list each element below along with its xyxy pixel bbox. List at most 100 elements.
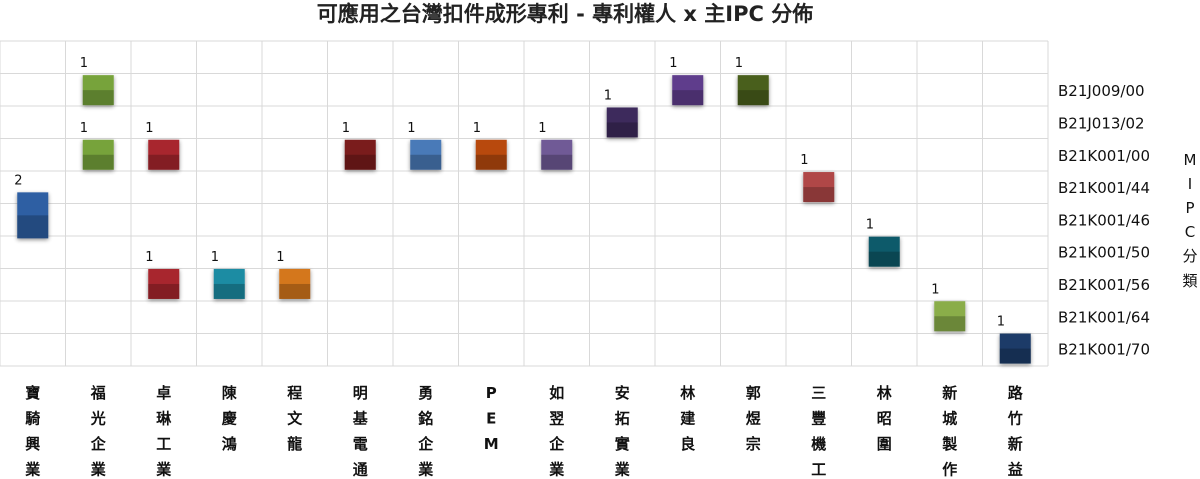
marker-shade bbox=[868, 251, 900, 267]
data-marker: 1 bbox=[931, 282, 966, 332]
data-label: 1 bbox=[931, 282, 939, 297]
data-label: 1 bbox=[145, 250, 153, 265]
x-tick-label: 安拓實業 bbox=[614, 384, 631, 479]
x-tick-label: 林昭圍 bbox=[877, 384, 893, 453]
data-marker: 1 bbox=[342, 121, 376, 170]
marker-box bbox=[148, 268, 180, 299]
marker-box bbox=[148, 139, 180, 170]
marker-shade bbox=[475, 154, 507, 170]
grid bbox=[0, 40, 1049, 367]
y-tick-label: B21K001/70 bbox=[1058, 341, 1150, 359]
marker-shade bbox=[410, 154, 442, 170]
marker-shade bbox=[672, 90, 704, 106]
data-marker: 1 bbox=[80, 121, 114, 170]
data-marker: 2 bbox=[14, 173, 49, 239]
x-tick-label: 新城製作 bbox=[941, 384, 957, 479]
marker-shade bbox=[606, 122, 638, 138]
marker-box bbox=[279, 268, 311, 299]
marker-box bbox=[82, 75, 114, 106]
y-tick-label: B21K001/50 bbox=[1058, 244, 1150, 262]
x-tick-label: 明基電通 bbox=[352, 384, 369, 479]
data-marker: 1 bbox=[276, 250, 311, 299]
marker-box bbox=[934, 301, 966, 332]
data-label: 1 bbox=[342, 121, 350, 136]
data-marker: 1 bbox=[997, 315, 1031, 364]
marker-box bbox=[606, 107, 638, 138]
x-tick-label: 郭煜宗 bbox=[746, 384, 761, 453]
marker-shade bbox=[17, 215, 49, 239]
data-label: 1 bbox=[276, 250, 284, 265]
data-marker: 1 bbox=[800, 153, 835, 203]
marker-box bbox=[999, 333, 1031, 364]
y-axis-label: M I P C 分類 bbox=[1182, 151, 1197, 290]
data-marker: 1 bbox=[669, 56, 704, 106]
data-marker: 1 bbox=[604, 88, 638, 138]
data-marker: 1 bbox=[80, 56, 114, 106]
data-label: 1 bbox=[473, 121, 481, 136]
x-axis-ticks: 寶騎興業 福光企業 卓琳工業 陳慶鴻 程文龍 明基電通 勇銘企業 P E M 如翌企業 安拓實業 林建良… bbox=[24, 384, 1024, 479]
y-tick-label: B21K001/46 bbox=[1058, 211, 1150, 229]
data-label: 1 bbox=[80, 56, 88, 71]
data-marker: 1 bbox=[473, 121, 507, 170]
marker-box bbox=[541, 139, 573, 170]
x-tick-label: 勇銘企業 bbox=[417, 384, 434, 479]
x-tick-label: 如翌企業 bbox=[548, 384, 565, 479]
marker-box bbox=[737, 75, 769, 106]
x-tick-label: 卓琳工業 bbox=[155, 384, 172, 479]
x-tick-label: 陳慶鴻 bbox=[222, 384, 238, 453]
marker-shade bbox=[82, 154, 114, 170]
data-label: 1 bbox=[997, 315, 1005, 330]
y-tick-label: B21K001/64 bbox=[1058, 308, 1150, 326]
data-markers: 2 1 1 1 1 1 1 1 1 1 1 1 1 1 1 1 1 1 bbox=[14, 56, 1031, 364]
marker-shade bbox=[213, 283, 245, 299]
x-tick-label: 福光企業 bbox=[90, 384, 107, 479]
x-tick-label: 三豐機工 bbox=[811, 384, 826, 479]
data-marker: 1 bbox=[866, 218, 900, 267]
data-label: 1 bbox=[735, 56, 743, 71]
marker-box bbox=[868, 236, 900, 267]
data-label: 1 bbox=[866, 218, 874, 233]
data-marker: 1 bbox=[145, 121, 180, 170]
y-tick-label: B21K001/44 bbox=[1058, 179, 1150, 197]
marker-shade bbox=[803, 187, 835, 203]
x-tick-label: 林建良 bbox=[680, 384, 696, 453]
marker-shade bbox=[148, 283, 180, 299]
data-label: 1 bbox=[604, 88, 612, 103]
x-tick-label: 路竹新益 bbox=[1007, 384, 1024, 479]
marker-box bbox=[344, 139, 376, 170]
marker-box bbox=[17, 192, 49, 239]
data-marker: 1 bbox=[407, 121, 442, 170]
y-tick-label: B21J013/02 bbox=[1058, 114, 1145, 132]
marker-shade bbox=[148, 154, 180, 170]
data-label: 1 bbox=[80, 121, 88, 136]
marker-box bbox=[475, 139, 507, 170]
data-label: 1 bbox=[800, 153, 808, 168]
marker-shade bbox=[999, 348, 1031, 364]
marker-box bbox=[672, 75, 704, 106]
marker-shade bbox=[82, 90, 114, 106]
data-label: 2 bbox=[14, 173, 22, 188]
data-label: 1 bbox=[211, 250, 219, 265]
y-tick-label: B21K001/00 bbox=[1058, 147, 1150, 165]
marker-shade bbox=[279, 283, 311, 299]
marker-shade bbox=[541, 154, 573, 170]
chart-title: 可應用之台灣扣件成形專利 - 專利權人 x 主IPC 分佈 bbox=[317, 2, 813, 26]
y-axis-title: M I P C 分類 bbox=[1182, 151, 1197, 290]
data-label: 1 bbox=[407, 121, 415, 136]
marker-box bbox=[82, 139, 114, 170]
marker-shade bbox=[737, 90, 769, 106]
data-marker: 1 bbox=[735, 56, 769, 106]
data-label: 1 bbox=[538, 121, 546, 136]
data-marker: 1 bbox=[145, 250, 180, 299]
x-tick-label: 寶騎興業 bbox=[24, 384, 41, 479]
marker-box bbox=[410, 139, 442, 170]
marker-box bbox=[803, 172, 835, 203]
data-label: 1 bbox=[145, 121, 153, 136]
marker-shade bbox=[344, 154, 376, 170]
y-tick-label: B21J009/00 bbox=[1058, 82, 1145, 100]
marker-box bbox=[213, 268, 245, 299]
x-tick-label: 程文龍 bbox=[287, 384, 303, 453]
y-tick-label: B21K001/56 bbox=[1058, 276, 1150, 294]
